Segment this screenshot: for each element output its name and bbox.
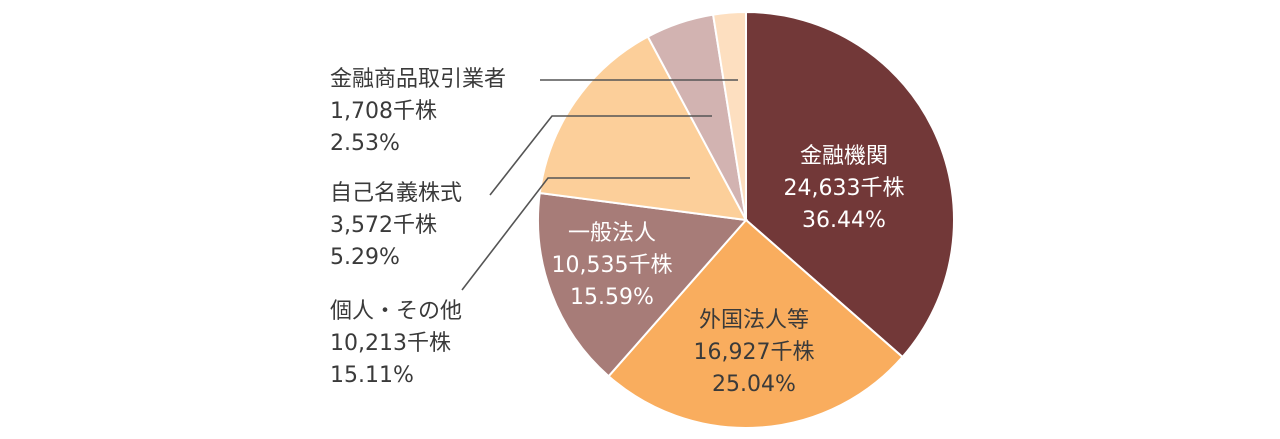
slice-shares: 10,213千株 — [330, 331, 451, 356]
slice-shares: 1,708千株 — [330, 99, 437, 124]
slice-percent: 36.44% — [802, 208, 886, 233]
pie-slice-financial-institutions — [745, 10, 955, 359]
slice-label-individuals-others: 個人・その他 10,213千株 15.11% — [330, 299, 462, 388]
leader-line-treasury-stock — [489, 115, 712, 196]
leader-line-individuals-others — [461, 177, 690, 291]
slice-label-securities-firms: 金融商品取引業者 1,708千株 2.53% — [330, 67, 506, 156]
slice-name: 外国法人等 — [699, 308, 809, 333]
slice-name: 個人・その他 — [330, 299, 462, 324]
leader-lines — [461, 79, 738, 291]
slice-name: 一般法人 — [568, 221, 656, 246]
slice-shares: 10,535千株 — [552, 253, 673, 278]
pie-slices — [537, 10, 955, 429]
pie-slice-general-corporations — [537, 191, 748, 378]
slice-label-financial-institutions: 金融機関 24,633千株 36.44% — [784, 144, 905, 233]
slice-percent: 15.59% — [570, 285, 654, 310]
slice-percent: 15.11% — [330, 363, 414, 388]
slice-percent: 25.04% — [712, 372, 796, 397]
slice-percent: 5.29% — [330, 245, 400, 270]
slice-shares: 3,572千株 — [330, 213, 437, 238]
slice-shares: 24,633千株 — [784, 176, 905, 201]
slice-percent: 2.53% — [330, 131, 400, 156]
slice-name: 自己名義株式 — [330, 181, 462, 206]
slice-labels: 金融機関 24,633千株 36.44% 外国法人等 16,927千株 25.04% 一般法… — [330, 67, 904, 397]
slice-label-general-corporations: 一般法人 10,535千株 15.59% — [552, 221, 673, 310]
pie-slice-foreign-corporations — [607, 218, 904, 429]
slice-name: 金融機関 — [800, 144, 888, 169]
pie-slice-securities-firms — [711, 10, 747, 221]
slice-label-foreign-corporations: 外国法人等 16,927千株 25.04% — [694, 308, 815, 397]
slice-name: 金融商品取引業者 — [330, 67, 506, 92]
slice-shares: 16,927千株 — [694, 340, 815, 365]
pie-slice-individuals-others — [538, 35, 748, 222]
slice-label-treasury-stock: 自己名義株式 3,572千株 5.29% — [330, 181, 462, 270]
